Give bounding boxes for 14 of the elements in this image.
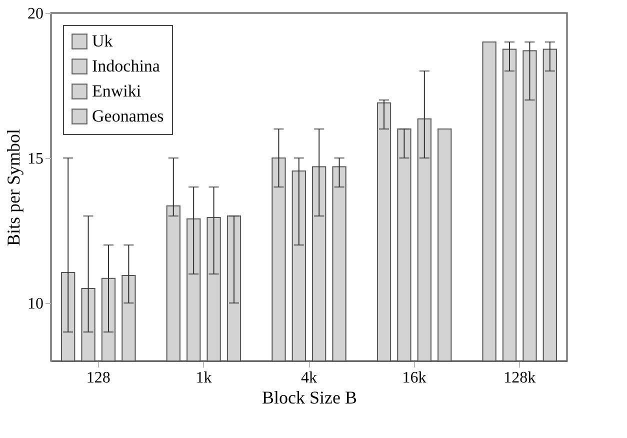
y-axis-title: Bits per Symbol (4, 128, 24, 246)
y-tick-label: 10 (28, 296, 44, 312)
x-tick-label: 1k (196, 370, 212, 386)
y-tick-label: 20 (28, 6, 44, 22)
x-tick-label: 128k (504, 370, 536, 386)
x-tick-label: 128 (86, 370, 110, 386)
legend-label: Uk (92, 32, 114, 50)
x-axis-title: Block Size B (262, 388, 357, 408)
legend-label: Indochina (92, 56, 160, 76)
x-tick-label: 4k (301, 370, 317, 386)
legend-label: Geonames (92, 106, 164, 126)
y-tick-label: 15 (28, 150, 44, 168)
legend-label: Enwiki (92, 82, 142, 100)
x-tick-label: 16k (402, 370, 426, 386)
